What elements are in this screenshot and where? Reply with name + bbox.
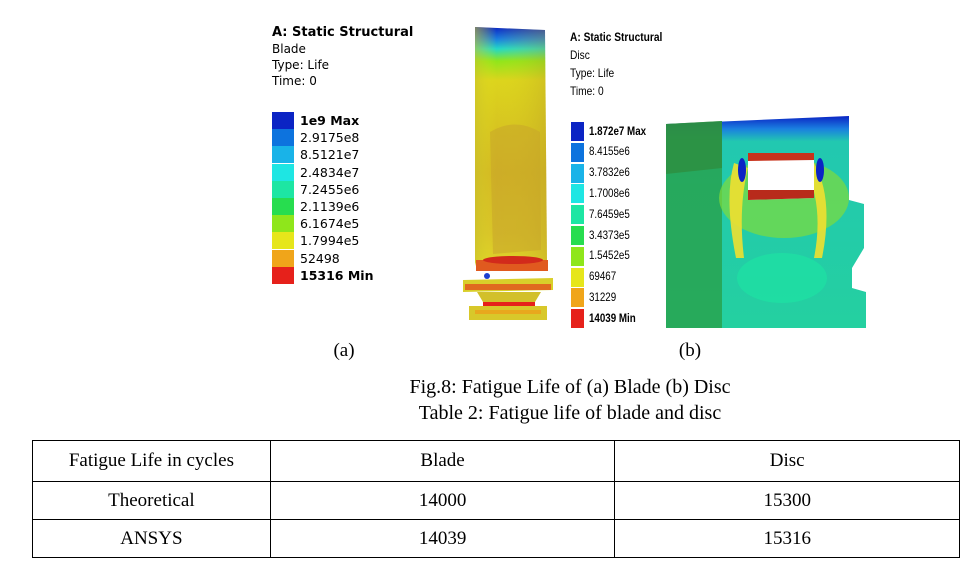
legend-entry: 69467	[571, 267, 621, 287]
legend-swatch	[571, 142, 584, 162]
legend-swatch	[571, 246, 584, 266]
header-cell: Fatigue Life in cycles	[32, 440, 271, 482]
legend-label: 15316 Min	[300, 267, 374, 283]
legend-label: 1.5452e5	[589, 250, 630, 263]
legend-swatch	[571, 184, 584, 204]
blade-life-legend: 1e9 Max 2.9175e8 8.5121e7 2.4834e7 7.2455e6 2…	[272, 112, 412, 287]
legend-swatch	[272, 163, 294, 181]
legend-label: 14039 Min	[589, 312, 636, 325]
legend-label: 3.4373e5	[589, 229, 630, 242]
legend-label: 2.1139e6	[300, 199, 360, 214]
header-cell: Disc	[614, 440, 960, 482]
figure-caption: Fig.8: Fatigue Life of (a) Blade (b) Dis…	[409, 376, 731, 398]
legend-label: 7.6459e5	[589, 208, 630, 221]
blade-contour-plot	[463, 27, 553, 320]
legend-swatch	[272, 129, 294, 147]
legend-swatch	[272, 146, 294, 164]
legend-label: 2.9175e8	[300, 130, 360, 146]
legend-entry: 31229	[571, 288, 621, 308]
legend-label: 3.7832e6	[589, 167, 630, 180]
blade-analysis-title: A: Static Structural	[272, 25, 414, 40]
panel-b-label: (b)	[678, 340, 702, 361]
table-cell: ANSYS	[32, 519, 271, 558]
legend-label: 8.4155e6	[589, 146, 630, 159]
table-cell: 14000	[269, 481, 616, 520]
legend-entry: 14039 Min	[571, 309, 644, 329]
legend-entry: 2.4834e7	[272, 163, 360, 181]
disc-time: Time: 0	[570, 84, 604, 98]
legend-label: 2.4834e7	[300, 164, 360, 180]
legend-entry: 7.6459e5	[571, 205, 637, 225]
legend-swatch	[272, 112, 294, 129]
legend-label: 1.872e7 Max	[589, 125, 647, 138]
legend-entry: 1e9 Max	[272, 112, 359, 129]
blade-result-type: Type: Life	[272, 58, 330, 72]
legend-entry: 2.9175e8	[272, 129, 360, 147]
legend-entry: 52498	[272, 249, 340, 267]
table-caption: Table 2: Fatigue life of blade and disc	[418, 402, 722, 424]
table-header-row: Fatigue Life in cycles Blade Disc	[32, 440, 960, 482]
legend-label: 6.1674e5	[300, 216, 360, 232]
table-row: Theoretical 14000 15300	[32, 481, 960, 520]
legend-label: 31229	[589, 291, 617, 304]
blade-time: Time: 0	[272, 74, 317, 88]
legend-label: 7.2455e6	[300, 181, 360, 197]
legend-label: 8.5121e7	[300, 147, 360, 163]
legend-entry: 15316 Min	[272, 266, 374, 284]
disc-analysis-title: A: Static Structural	[570, 30, 663, 44]
legend-swatch	[571, 226, 584, 245]
legend-swatch	[272, 215, 294, 233]
legend-swatch	[571, 288, 584, 308]
table-cell: 15300	[614, 481, 960, 520]
legend-entry: 1.7994e5	[272, 232, 360, 250]
legend-swatch	[571, 309, 584, 329]
legend-swatch	[571, 267, 584, 287]
disc-contour-plot	[666, 116, 866, 328]
legend-entry: 8.5121e7	[272, 146, 360, 164]
disc-result-header: A: Static Structural Disc Type: Life Tim…	[570, 28, 662, 100]
header-cell: Blade	[269, 440, 616, 482]
table-cell: Theoretical	[32, 481, 271, 520]
legend-swatch	[272, 180, 294, 198]
legend-swatch	[272, 266, 294, 284]
blade-part-name: Blade	[272, 42, 306, 56]
legend-label: 69467	[589, 271, 617, 284]
disc-result-type: Type: Life	[570, 66, 615, 80]
disc-life-legend: 1.872e7 Max 8.4155e6 3.7832e6 1.7008e6 7.645…	[571, 122, 671, 329]
legend-entry: 1.872e7 Max	[571, 122, 656, 141]
legend-label: 1.7008e6	[589, 187, 630, 200]
legend-entry: 2.1139e6	[272, 198, 359, 215]
legend-entry: 3.4373e5	[571, 226, 637, 245]
fatigue-life-table: Fatigue Life in cycles Blade Disc Theore…	[32, 440, 960, 558]
legend-entry: 7.2455e6	[272, 180, 360, 198]
legend-entry: 6.1674e5	[272, 215, 360, 233]
disc-part-name: Disc	[570, 48, 590, 62]
legend-label: 1.7994e5	[300, 233, 360, 249]
blade-result-header: A: Static Structural Blade Type: Life Ti…	[272, 25, 413, 89]
panel-a-label: (a)	[333, 340, 355, 361]
legend-swatch	[272, 232, 294, 250]
legend-label: 1e9 Max	[300, 113, 360, 128]
legend-entry: 1.7008e6	[571, 184, 637, 204]
table-row: ANSYS 14039 15316	[32, 519, 960, 558]
table-cell: 15316	[614, 519, 960, 558]
legend-entry: 1.5452e5	[571, 246, 637, 266]
legend-entry: 8.4155e6	[571, 142, 637, 162]
legend-entry: 3.7832e6	[571, 163, 637, 183]
legend-swatch	[571, 163, 584, 183]
legend-swatch	[571, 205, 584, 225]
legend-swatch	[272, 198, 294, 215]
legend-swatch	[272, 249, 294, 267]
legend-label: 52498	[300, 250, 340, 266]
table-cell: 14039	[269, 519, 616, 558]
legend-swatch	[571, 122, 584, 141]
